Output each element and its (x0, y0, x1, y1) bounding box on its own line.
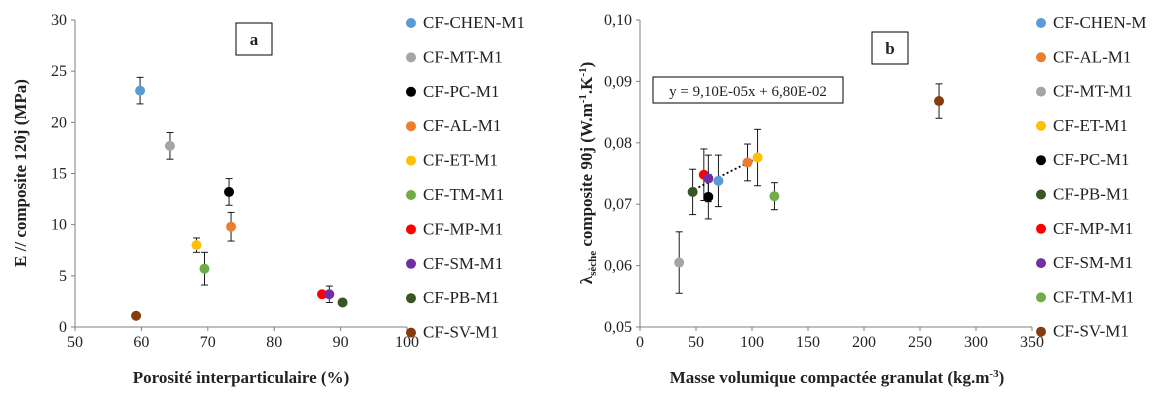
legend-marker (1036, 292, 1046, 303)
y-tick-label: 0,09 (604, 73, 632, 90)
legend-entry: CF-SM-M1 (423, 254, 503, 273)
point-cf-et-m1 (191, 240, 202, 251)
legend-marker (406, 190, 416, 200)
legend-entry: CF-TM-M1 (423, 185, 504, 204)
point-cf-mp-m1 (317, 289, 328, 300)
point-cf-al-m1 (742, 157, 753, 168)
panel-label: a (250, 30, 259, 49)
panel-label: b (885, 39, 894, 58)
legend-marker (1036, 120, 1046, 131)
legend-marker (406, 293, 416, 304)
y-tick-label: 20 (51, 114, 67, 131)
point-cf-sv-m1 (934, 96, 945, 107)
legend-entry: CF-AL-M1 (423, 116, 501, 135)
legend-entry: CF-PB-M1 (423, 288, 500, 307)
trendline-equation: y = 9,10E-05x + 6,80E-02 (669, 84, 827, 100)
legend-marker (1036, 326, 1046, 337)
legend-marker (1036, 189, 1046, 200)
y-tick-label: 0,07 (604, 196, 632, 213)
legend-marker (406, 327, 416, 338)
point-cf-sm-m1 (324, 289, 335, 300)
legend-entry: CF-MT-M1 (1053, 82, 1133, 101)
legend-entry: CF-SV-M1 (1053, 322, 1129, 341)
legend-marker (1036, 258, 1046, 269)
legend-marker (406, 52, 416, 63)
legend-entry: CF-MT-M1 (423, 47, 503, 66)
legend-marker (1036, 86, 1046, 97)
legend-marker (406, 258, 416, 269)
x-tick-label: 50 (688, 334, 704, 351)
legend-entry: CF-ET-M1 (1053, 116, 1128, 135)
y-tick-label: 15 (51, 166, 67, 183)
point-cf-sv-m1 (131, 310, 142, 321)
x-tick-label: 100 (395, 334, 419, 351)
legend-marker (406, 224, 416, 235)
legend-entry: CF-ET-M1 (423, 151, 498, 170)
point-cf-sm-m1 (703, 173, 714, 184)
x-tick-label: 350 (1020, 334, 1044, 351)
point-cf-chen-m1 (135, 85, 146, 96)
y-tick-label: 10 (51, 217, 67, 234)
legend-entry: CF-CHEN-M1 (423, 13, 525, 32)
x-tick-label: 200 (852, 334, 876, 351)
point-cf-pc-m1 (224, 186, 235, 197)
x-tick-label: 90 (333, 334, 349, 351)
y-tick-label: 0,08 (604, 135, 632, 152)
legend-entry: CF-TM-M1 (1053, 287, 1134, 306)
legend-entry: CF-SM-M1 (1053, 253, 1133, 272)
point-cf-chen-m (713, 175, 724, 186)
legend-entry: CF-CHEN-M (1053, 13, 1147, 32)
legend-entry: CF-PC-M1 (1053, 150, 1130, 169)
panel-b: 0 50 100 150 200 250 300 350 0,05 0,06 0,07 0,08 0,0… (577, 12, 1147, 387)
point-cf-tm-m1 (199, 263, 210, 274)
legend-marker (406, 155, 416, 166)
trendline-equation-box (652, 76, 844, 104)
x-tick-label: 300 (964, 334, 988, 351)
x-axis-label: Masse volumique compactée granulat (kg.m… (670, 368, 1005, 387)
y-tick-label: 0,10 (604, 12, 632, 29)
x-tick-label: 60 (133, 334, 149, 351)
x-axis-label: Porosité interparticulaire (%) (133, 368, 350, 387)
y-axis-label: λsèche composite 90j (W.m-1.K-1) (577, 62, 599, 285)
point-cf-tm-m1 (769, 191, 780, 202)
y-tick-label: 5 (59, 268, 67, 285)
panel-label-box (871, 31, 909, 65)
point-cf-mt-m1 (164, 140, 175, 151)
x-tick-label: 150 (796, 334, 820, 351)
legend-marker (406, 18, 416, 28)
legend-marker (1036, 223, 1046, 234)
legend-entry: CF-AL-M1 (1053, 47, 1131, 66)
x-tick-label: 250 (908, 334, 932, 351)
y-tick-label: 0 (59, 319, 67, 336)
legend-entry: CF-PB-M1 (1053, 185, 1130, 204)
legend-entry: CF-PC-M1 (423, 82, 500, 101)
y-axis-label: E // composite 120j (MPa) (11, 79, 30, 267)
y-tick-label: 0,06 (604, 258, 632, 275)
trendline (689, 157, 759, 193)
point-cf-pb-m1 (337, 297, 348, 308)
x-tick-label: 70 (200, 334, 216, 351)
x-tick-label: 0 (636, 334, 644, 351)
panel-a: 50 60 70 80 90 100 0 5 10 15 20 25 30 a CF-CHEN-M1 CF-M… (11, 12, 525, 387)
point-cf-pb-m1 (687, 186, 698, 197)
x-tick-label: 100 (740, 334, 764, 351)
legend-marker (1036, 52, 1046, 63)
legend-marker (1036, 155, 1046, 166)
legend-marker (406, 121, 416, 132)
x-tick-label: 80 (266, 334, 282, 351)
y-tick-label: 0,05 (604, 319, 632, 336)
x-tick-label: 50 (67, 334, 83, 351)
legend-entry: CF-SV-M1 (423, 323, 499, 342)
y-tick-label: 25 (51, 63, 67, 80)
legend-entry: CF-MP-M1 (423, 219, 503, 238)
panel-label-box (235, 22, 273, 56)
legend-marker (1036, 18, 1046, 28)
y-tick-label: 30 (51, 12, 67, 29)
point-cf-mt-m1 (674, 257, 685, 268)
point-cf-et-m1 (752, 152, 763, 163)
point-cf-al-m1 (226, 221, 237, 232)
legend-entry: CF-MP-M1 (1053, 219, 1133, 238)
legend-marker (406, 86, 416, 97)
